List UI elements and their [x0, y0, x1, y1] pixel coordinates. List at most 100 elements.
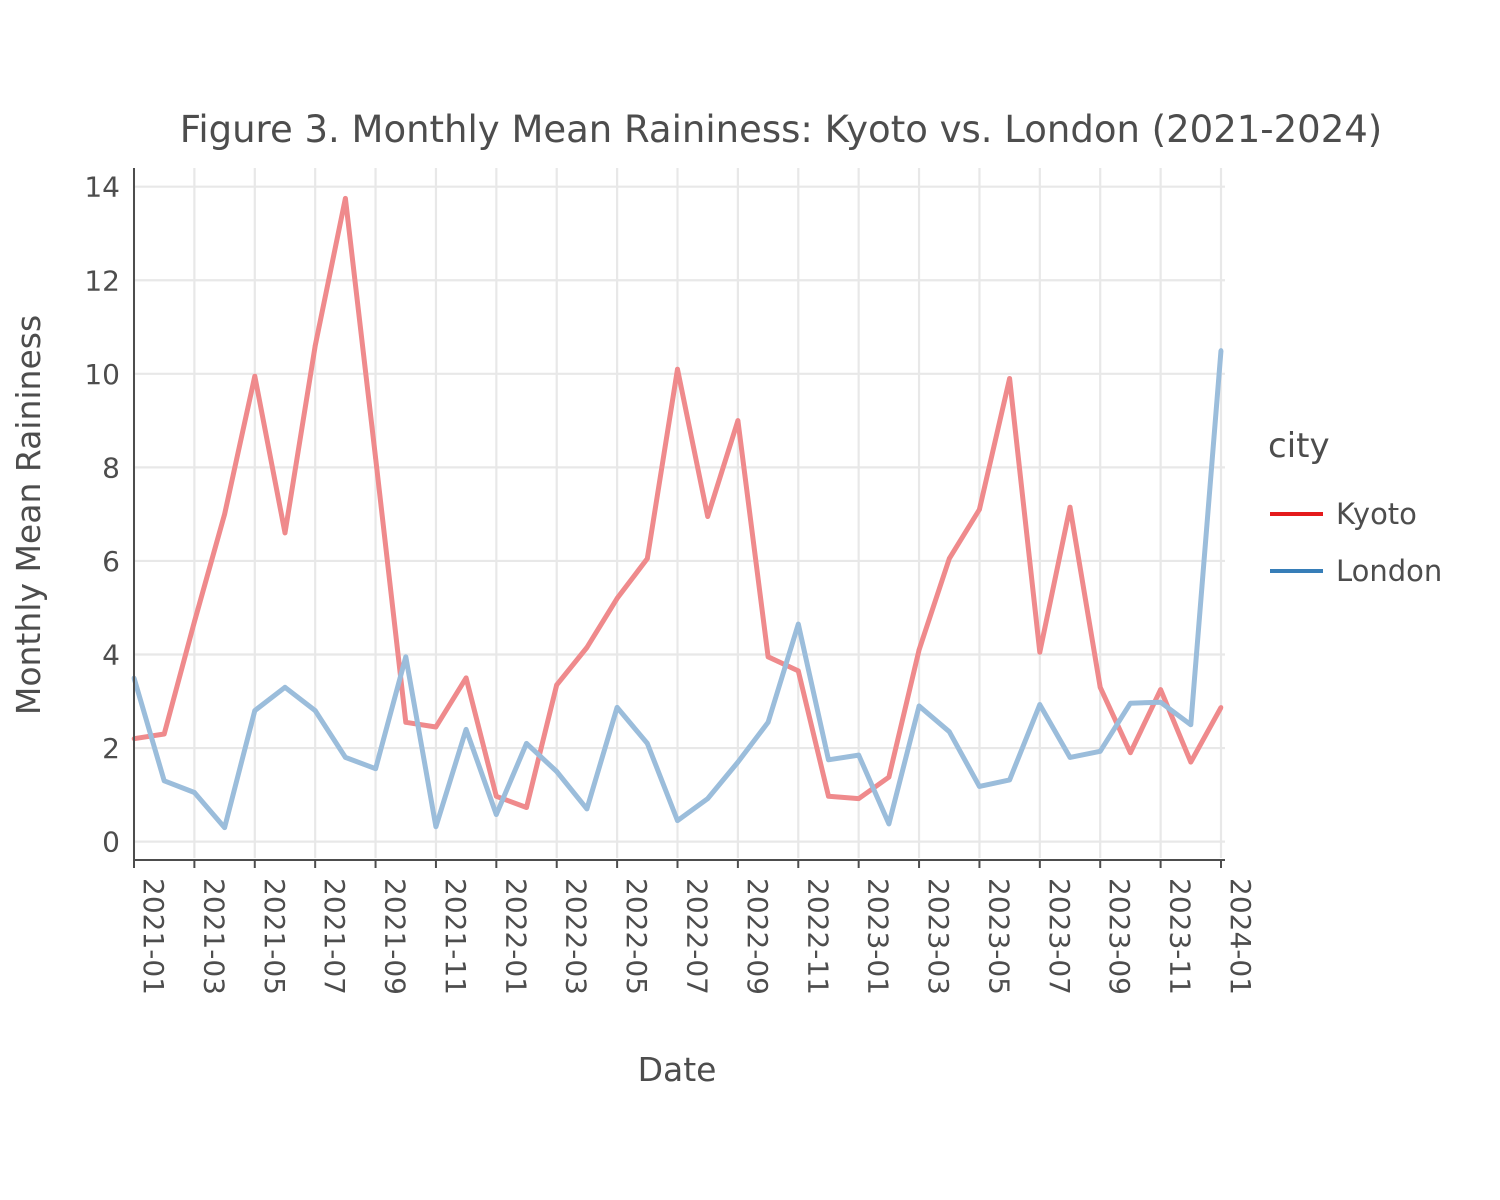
y-tick-label: 6: [102, 545, 120, 578]
x-tick-label: 2023-03: [922, 878, 955, 995]
data-point-kyoto: [1128, 750, 1133, 756]
data-point-london: [1097, 749, 1103, 754]
data-point-kyoto: [192, 619, 197, 625]
data-point-london: [1007, 777, 1012, 783]
x-tick-label: 2021-01: [137, 878, 170, 995]
data-point-kyoto: [1097, 684, 1103, 690]
data-point-london: [675, 818, 680, 823]
data-point-kyoto: [614, 596, 620, 601]
data-point-london: [192, 790, 197, 795]
data-point-kyoto: [977, 507, 982, 512]
data-point-london: [1158, 699, 1163, 705]
data-point-kyoto: [946, 556, 952, 561]
data-point-london: [222, 825, 227, 830]
series-lines: [131, 195, 1224, 831]
data-point-kyoto: [433, 724, 439, 730]
data-point-kyoto: [282, 530, 288, 536]
grid: [132, 168, 1225, 858]
data-point-london: [977, 784, 982, 789]
data-point-kyoto: [373, 455, 378, 461]
data-point-london: [1188, 722, 1194, 727]
data-point-london: [373, 766, 378, 771]
data-point-kyoto: [312, 343, 318, 349]
x-tick-label: 2022-05: [620, 878, 653, 995]
data-point-kyoto: [886, 774, 892, 780]
data-point-kyoto: [916, 647, 922, 653]
data-point-london: [705, 796, 710, 801]
chart-title: Figure 3. Monthly Mean Raininess: Kyoto …: [180, 108, 1382, 151]
data-point-london: [403, 654, 409, 660]
data-point-london: [494, 812, 499, 817]
x-tick-label: 2022-09: [741, 878, 774, 995]
data-point-kyoto: [524, 805, 529, 810]
x-tick-label: 2023-11: [1164, 878, 1197, 995]
data-point-london: [1218, 348, 1224, 353]
data-point-london: [886, 821, 892, 827]
x-axis-title: Date: [638, 1050, 717, 1089]
x-tick-label: 2022-03: [560, 878, 593, 995]
x-tick-label: 2021-03: [197, 878, 230, 995]
data-point-kyoto: [1007, 376, 1012, 381]
data-point-kyoto: [403, 720, 409, 725]
data-point-london: [1067, 755, 1073, 760]
legend-title: city: [1268, 426, 1330, 466]
data-point-kyoto: [675, 366, 680, 372]
y-tick-label: 0: [102, 826, 120, 859]
data-point-kyoto: [765, 654, 771, 660]
x-tick-label: 2023-05: [982, 878, 1015, 995]
data-point-london: [554, 769, 560, 774]
x-tick-label: 2021-09: [379, 878, 412, 995]
data-point-kyoto: [795, 668, 801, 674]
data-point-kyoto: [735, 418, 741, 423]
y-tick-label: 4: [102, 639, 120, 672]
y-tick-label: 14: [84, 171, 120, 204]
y-tick-label: 8: [102, 451, 120, 484]
y-tick-label: 2: [102, 732, 120, 765]
x-tick-label: 2021-11: [439, 878, 472, 995]
data-point-kyoto: [161, 731, 167, 737]
y-axis-title: Monthly Mean Raininess: [9, 315, 48, 715]
x-tick-label: 2023-07: [1043, 878, 1076, 995]
data-point-london: [343, 755, 348, 760]
data-point-kyoto: [1037, 649, 1043, 655]
data-point-london: [584, 806, 590, 812]
y-axis-ticks: 0 2 4 6 8 10 12 14: [84, 171, 120, 859]
data-point-london: [946, 729, 952, 734]
data-point-london: [826, 757, 831, 763]
data-point-kyoto: [1188, 759, 1194, 765]
data-point-kyoto: [1067, 504, 1073, 510]
data-point-kyoto: [494, 793, 499, 799]
data-point-kyoto: [554, 682, 560, 688]
data-point-london: [1037, 702, 1043, 707]
x-tick-label: 2022-01: [499, 878, 532, 995]
x-tick-label: 2021-07: [318, 878, 351, 995]
data-point-london: [645, 741, 650, 746]
y-tick-label: 10: [84, 358, 120, 391]
data-point-london: [1128, 700, 1133, 706]
data-point-london: [856, 752, 861, 758]
data-point-london: [282, 684, 288, 690]
x-axis-ticks: 2021-01 2021-03 2021-05 2021-07 2021-09 2021-…: [133, 860, 1257, 995]
data-point-kyoto: [252, 373, 258, 379]
data-point-london: [161, 778, 167, 784]
data-point-london: [433, 824, 439, 829]
x-tick-label: 2024-01: [1224, 878, 1257, 995]
data-point-kyoto: [343, 196, 348, 201]
data-point-london: [312, 708, 318, 713]
data-point-kyoto: [856, 796, 861, 801]
data-point-london: [735, 759, 741, 765]
data-point-kyoto: [1158, 687, 1163, 692]
data-point-london: [463, 727, 469, 732]
data-point-london: [252, 708, 258, 713]
y-tick-label: 12: [84, 264, 120, 297]
data-point-kyoto: [826, 793, 831, 799]
data-point-london: [765, 720, 771, 725]
data-point-london: [916, 703, 922, 709]
data-point-kyoto: [705, 514, 710, 519]
data-point-kyoto: [222, 511, 227, 517]
data-point-kyoto: [1218, 705, 1224, 710]
data-point-kyoto: [584, 645, 590, 650]
x-tick-label: 2023-01: [862, 878, 895, 995]
data-point-kyoto: [463, 675, 469, 681]
